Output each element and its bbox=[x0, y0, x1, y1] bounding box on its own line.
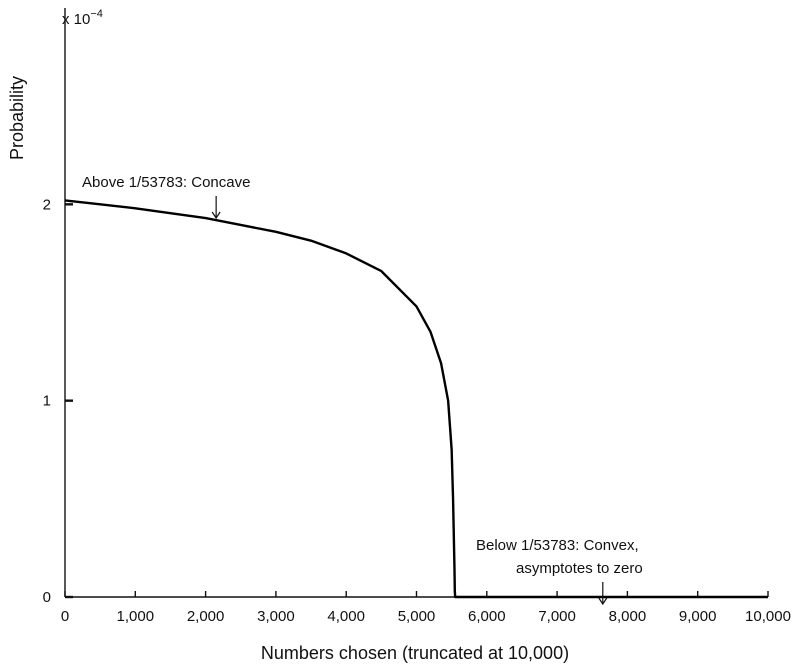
x-tick-label: 7,000 bbox=[538, 608, 576, 625]
x-axis-label: Numbers chosen (truncated at 10,000) bbox=[261, 643, 569, 663]
x-tick-label: 4,000 bbox=[327, 608, 365, 625]
x-tick-label: 5,000 bbox=[398, 608, 436, 625]
annotation-arrowhead bbox=[211, 211, 221, 220]
x-tick-label: 0 bbox=[61, 608, 69, 625]
annotation: Above 1/53783: Concave bbox=[82, 174, 250, 220]
x-tick-label: 8,000 bbox=[609, 608, 647, 625]
x-tick-label: 2,000 bbox=[187, 608, 225, 625]
x-ticks: 0 1,000 2,000 3,000 4,000 5,000 6,000 7,000 8,00… bbox=[61, 591, 791, 625]
y-tick-label: 1 bbox=[43, 393, 51, 410]
y-ticks: 0 1 2 bbox=[43, 196, 73, 606]
series-line bbox=[64, 199, 768, 599]
annotation-text: Above 1/53783: Concave bbox=[82, 174, 250, 191]
x-tick-label: 6,000 bbox=[468, 608, 506, 625]
x-tick-label: 10,000 bbox=[745, 608, 791, 625]
x-tick-label: 3,000 bbox=[257, 608, 295, 625]
x-tick-label: 1,000 bbox=[117, 608, 155, 625]
annotation-arrowhead bbox=[598, 597, 608, 606]
y-axis-label: Probability bbox=[7, 76, 27, 160]
y-axis-exponent-label: x 10−4 bbox=[62, 8, 103, 28]
y-tick-label: 2 bbox=[43, 196, 51, 213]
x-tick-label: 9,000 bbox=[679, 608, 717, 625]
annotations: Above 1/53783: Concave Below 1/53783: Con… bbox=[82, 174, 643, 606]
axes bbox=[64, 8, 768, 598]
y-tick-label: 0 bbox=[43, 589, 51, 606]
annotation-text: Below 1/53783: Convex, bbox=[476, 537, 639, 554]
annotation: Below 1/53783: Convex, asymptotes to zero bbox=[476, 537, 643, 606]
annotation-text: asymptotes to zero bbox=[516, 560, 643, 577]
